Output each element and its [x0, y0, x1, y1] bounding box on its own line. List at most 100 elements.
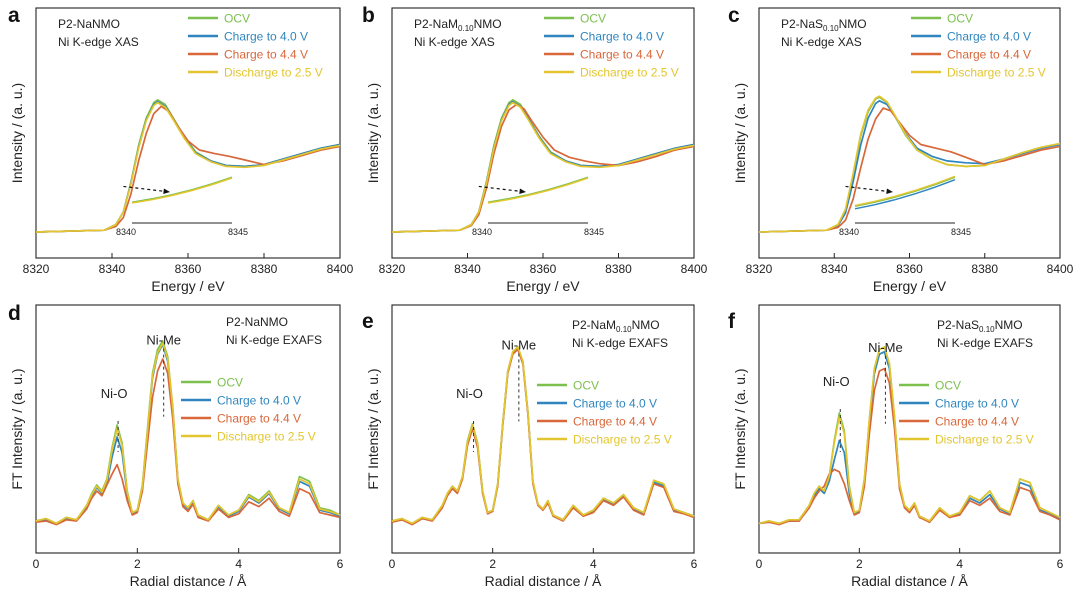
plot-frame — [391, 304, 695, 554]
legend-label-OCV: OCV — [580, 12, 606, 26]
x-tick-label: 8320 — [23, 262, 50, 276]
inset-tick-label: 8345 — [228, 227, 248, 237]
legend-label-OCV: OCV — [947, 12, 973, 26]
x-tick-label: 4 — [956, 557, 963, 571]
panel-letter: b — [362, 4, 375, 27]
x-tick-label: 8320 — [379, 262, 406, 276]
peak-annotations: Ni-O Ni-Me — [456, 337, 536, 452]
series-line-d25 — [391, 101, 695, 233]
x-tick-label: 6 — [1057, 557, 1064, 571]
series-line-c40 — [391, 100, 695, 233]
x-axis-label: Energy / eV — [873, 278, 947, 294]
technique-label: Ni K-edge EXAFS — [937, 336, 1033, 350]
x-tick-label: 8380 — [605, 262, 632, 276]
legend-label-OCV: OCV — [935, 379, 961, 393]
series-line-d25 — [391, 346, 695, 525]
panel-f: 0 2 4 6 Radial distance / Å FT Intensity / (a… — [728, 304, 1064, 589]
inset-arrow-head — [886, 188, 893, 194]
sample-title: P2-NaNMO — [226, 315, 288, 329]
ni-me-label: Ni-Me — [146, 333, 181, 348]
y-axis-label: FT Intensity / (a. u.) — [9, 368, 25, 489]
series-line-d25 — [758, 95, 1061, 233]
sample-title: P2-NaM0.10NMO — [414, 17, 502, 33]
legend-label-c40: Charge to 4.0 V — [217, 394, 301, 408]
inset-line-OCV — [854, 176, 956, 208]
sample-title: P2-NaS0.10NMO — [781, 17, 867, 33]
legend-label-d25: Discharge to 2.5 V — [947, 66, 1046, 80]
legend-label-c44: Charge to 4.4 V — [217, 412, 301, 426]
x-axis-label: Radial distance / Å — [485, 573, 602, 589]
inset-tick-label: 8340 — [116, 227, 136, 237]
peak-annotations: Ni-O Ni-Me — [823, 340, 903, 452]
inset-line-OCV — [487, 176, 589, 203]
legend-label-OCV: OCV — [217, 376, 243, 390]
inset-line-c40 — [854, 178, 956, 210]
plot-frame — [35, 304, 341, 554]
panel-d: 0 2 4 6 Radial distance / Å FT Intensity / (a… — [8, 302, 344, 589]
inset-arrow — [478, 185, 527, 193]
panel-letter: f — [728, 310, 736, 333]
inset-line-d25 — [487, 177, 589, 204]
panel-a: 8320 8340 8360 8380 8400 Energy / eV Intensity… — [8, 4, 354, 294]
plot-frame — [758, 304, 1061, 554]
technique-label: Ni K-edge XAS — [781, 35, 862, 49]
series-line-c44 — [391, 103, 695, 233]
technique-label: Ni K-edge EXAFS — [572, 336, 668, 350]
x-tick-label: 2 — [856, 557, 863, 571]
y-axis-label: FT Intensity / (a. u.) — [732, 368, 748, 489]
x-axis-label: Radial distance / Å — [851, 573, 968, 589]
x-tick-label: 0 — [756, 557, 763, 571]
legend-label-c44: Charge to 4.4 V — [947, 48, 1031, 62]
series-line-c40 — [35, 100, 341, 233]
panel-b: 8320 8340 8360 8380 8400 Energy / eV Intensity… — [362, 4, 708, 294]
x-tick-label: 8340 — [99, 262, 126, 276]
series-line-c44 — [35, 105, 341, 233]
legend: OCV Charge to 4.0 V Charge to 4.4 V Dischar… — [911, 12, 1046, 80]
inset-tick-label: 8345 — [951, 227, 971, 237]
x-tick-label: 8400 — [1047, 262, 1074, 276]
technique-label: Ni K-edge XAS — [414, 35, 495, 49]
series-line-d25 — [758, 346, 1061, 525]
inset-tick-label: 8345 — [584, 227, 604, 237]
x-tick-label: 4 — [590, 557, 597, 571]
legend-label-c44: Charge to 4.4 V — [573, 415, 657, 429]
sample-title: P2-NaM0.10NMO — [572, 318, 660, 334]
inset-arrow — [123, 185, 171, 193]
inset-line-d25 — [131, 177, 233, 204]
x-tick-label: 8360 — [896, 262, 923, 276]
technique-label: Ni K-edge EXAFS — [226, 333, 322, 347]
series-line-c40 — [758, 99, 1061, 233]
x-tick-label: 2 — [134, 557, 141, 571]
x-tick-label: 8400 — [681, 262, 708, 276]
sample-title: P2-NaS0.10NMO — [937, 318, 1023, 334]
legend-label-d25: Discharge to 2.5 V — [573, 433, 672, 447]
series-line-d25 — [35, 101, 341, 233]
x-axis-label: Energy / eV — [151, 278, 225, 294]
panel-letter: c — [728, 4, 740, 27]
legend-label-c40: Charge to 4.0 V — [580, 30, 664, 44]
panel-e: 0 2 4 6 Radial distance / Å FT Intensity / (a… — [362, 304, 698, 589]
series-line-c44 — [758, 367, 1061, 526]
x-tick-label: 8360 — [530, 262, 557, 276]
y-axis-label: FT Intensity / (a. u.) — [365, 368, 381, 489]
inset: 8340 8345 — [839, 175, 971, 237]
series-line-c44 — [758, 107, 1061, 233]
legend-label-c40: Charge to 4.0 V — [947, 30, 1031, 44]
x-tick-label: 0 — [33, 557, 40, 571]
ni-o-label: Ni-O — [101, 386, 128, 401]
inset-arrow-head — [163, 188, 170, 194]
y-axis-label: Intensity / (a. u.) — [732, 83, 748, 183]
series-line-c40 — [758, 350, 1061, 525]
inset-line-d25 — [854, 175, 956, 207]
inset-arrow-head — [519, 188, 526, 194]
x-tick-label: 8380 — [251, 262, 278, 276]
legend-label-OCV: OCV — [224, 12, 250, 26]
ni-o-label: Ni-O — [823, 374, 850, 389]
legend-label-OCV: OCV — [573, 379, 599, 393]
inset: 8340 8345 — [472, 176, 604, 237]
x-tick-label: 4 — [235, 557, 242, 571]
x-tick-label: 6 — [337, 557, 344, 571]
inset-line-OCV — [131, 176, 233, 203]
x-axis-label: Energy / eV — [506, 278, 580, 294]
